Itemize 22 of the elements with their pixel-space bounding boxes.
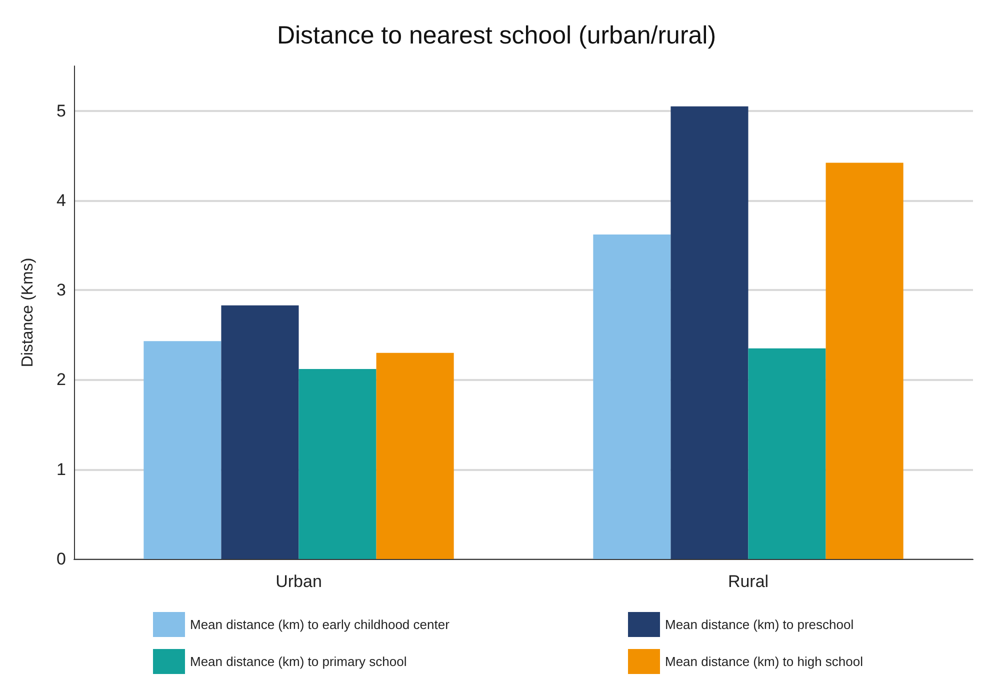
y-tick-label: 2 xyxy=(56,370,66,390)
bar xyxy=(593,234,671,559)
bar xyxy=(144,341,222,559)
y-tick-label: 5 xyxy=(56,101,66,120)
legend-label: Mean distance (km) to early childhood center xyxy=(190,617,450,632)
x-tick-label: Urban xyxy=(276,572,322,591)
bar xyxy=(376,352,454,559)
legend-label: Mean distance (km) to high school xyxy=(665,654,864,669)
bar xyxy=(298,368,376,559)
y-tick-label: 0 xyxy=(56,550,66,568)
bar xyxy=(826,162,904,559)
chart-title: Distance to nearest school (urban/rural) xyxy=(276,22,716,50)
legend-label: Mean distance (km) to primary school xyxy=(190,654,407,669)
y-tick-label: 4 xyxy=(56,190,66,210)
bar xyxy=(221,305,299,559)
bar xyxy=(670,106,748,559)
y-tick-label: 3 xyxy=(56,280,66,300)
bar xyxy=(748,348,826,559)
x-tick-label: Rural xyxy=(728,572,769,591)
y-tick-label: 1 xyxy=(56,460,66,479)
legend-label: Mean distance (km) to preschool xyxy=(665,617,854,632)
y-axis-title: Distance (Kms) xyxy=(20,258,36,368)
